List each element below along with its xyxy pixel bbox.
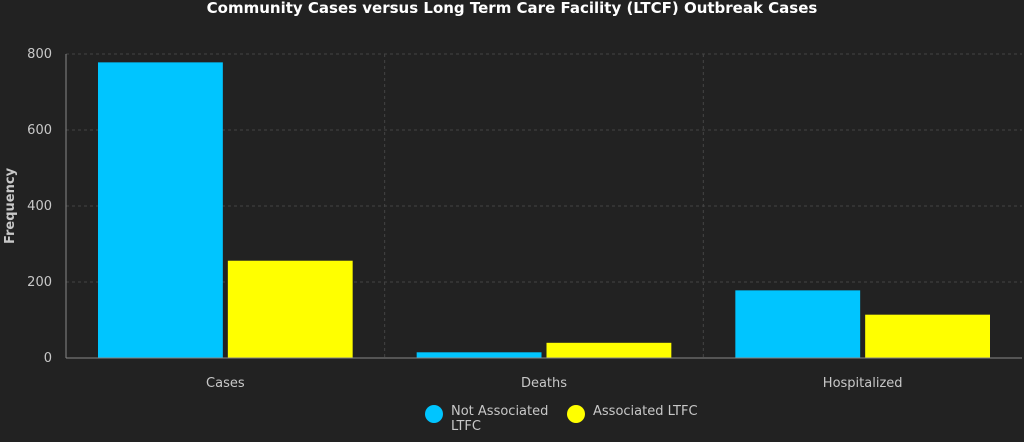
legend-item-not-associated[interactable]: Not Associated LTFC [425, 404, 561, 434]
chart-title: Community Cases versus Long Term Care Fa… [207, 0, 818, 17]
y-tick-label: 200 [27, 275, 52, 290]
bar-hospitalized-series-0 [735, 290, 861, 358]
y-tick-label: 600 [27, 123, 52, 138]
x-tick-label: Hospitalized [823, 376, 903, 391]
legend-swatch-not-associated [425, 405, 443, 423]
legend-item-associated[interactable]: Associated LTFC [567, 404, 698, 423]
legend-swatch-associated [567, 405, 585, 423]
bar-deaths-series-1 [546, 342, 672, 358]
legend-label-not-associated: Not Associated LTFC [451, 404, 549, 434]
bar-deaths-series-0 [416, 352, 542, 358]
x-tick-label: Cases [206, 376, 245, 391]
y-tick-label: 0 [44, 351, 52, 366]
chart-plot: Community Cases versus Long Term Care Fa… [3, 0, 1022, 391]
y-tick-label: 800 [27, 47, 52, 62]
legend-label-associated: Associated LTFC [593, 404, 698, 419]
y-axis-label: Frequency [3, 167, 18, 244]
bar-cases-series-1 [227, 260, 353, 358]
bar-cases-series-0 [98, 62, 223, 359]
legend: Not Associated LTFC Associated LTFC [0, 404, 1024, 442]
y-tick-label: 400 [27, 199, 52, 214]
bar-hospitalized-series-1 [865, 314, 990, 358]
x-tick-label: Deaths [521, 376, 567, 391]
